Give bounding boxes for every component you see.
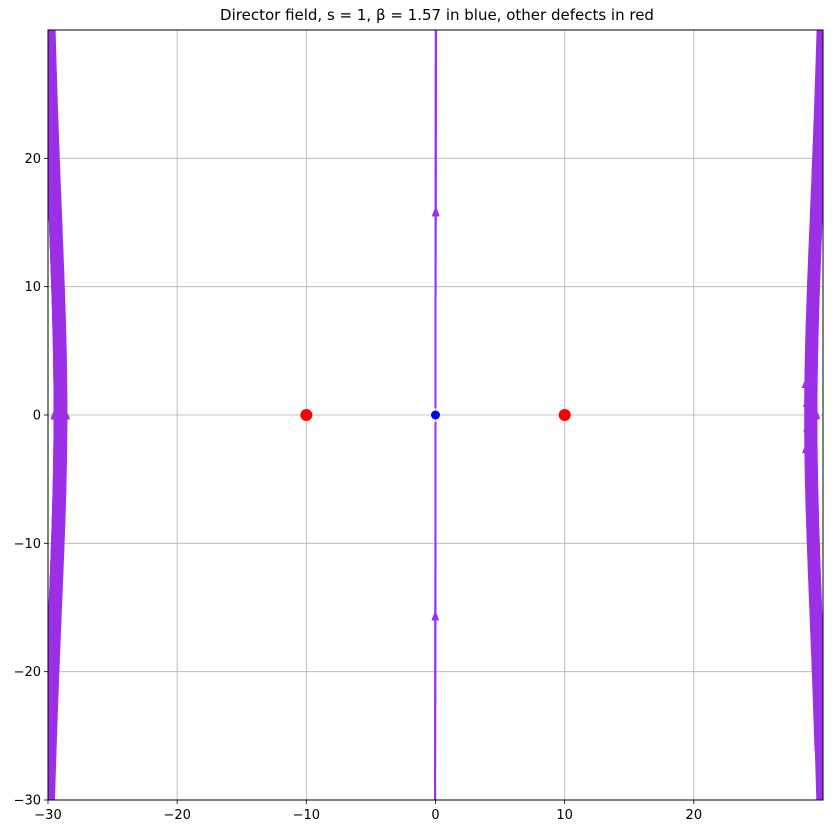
x-tick-label: −20	[163, 808, 190, 823]
x-tick-label: 10	[556, 808, 573, 823]
x-tick-label: −30	[34, 808, 61, 823]
y-tick-label: −30	[14, 794, 41, 809]
x-tick-label: 0	[431, 808, 439, 823]
x-tick-label: 20	[686, 808, 703, 823]
streamline-arrow	[431, 207, 440, 217]
streamline-arrow	[61, 408, 70, 418]
x-tick-label: −10	[293, 808, 320, 823]
y-tick-label: 0	[33, 409, 41, 424]
streamline-arrow	[431, 610, 439, 620]
y-tick-label: −10	[14, 537, 41, 552]
defect-point	[558, 409, 571, 421]
axis-ticks: −30 −20 −10 0 10 20 −30 −20 −10 0 10 20	[14, 152, 703, 823]
y-tick-label: −20	[14, 665, 41, 680]
streamline-arrow	[801, 379, 809, 389]
y-tick-label: 20	[24, 152, 41, 167]
defect-point	[300, 409, 313, 421]
main-defect-point	[431, 410, 440, 420]
defects	[300, 409, 571, 421]
chart-title: Director field, s = 1, β = 1.57 in blue,…	[220, 6, 654, 24]
y-tick-label: 10	[24, 280, 41, 295]
